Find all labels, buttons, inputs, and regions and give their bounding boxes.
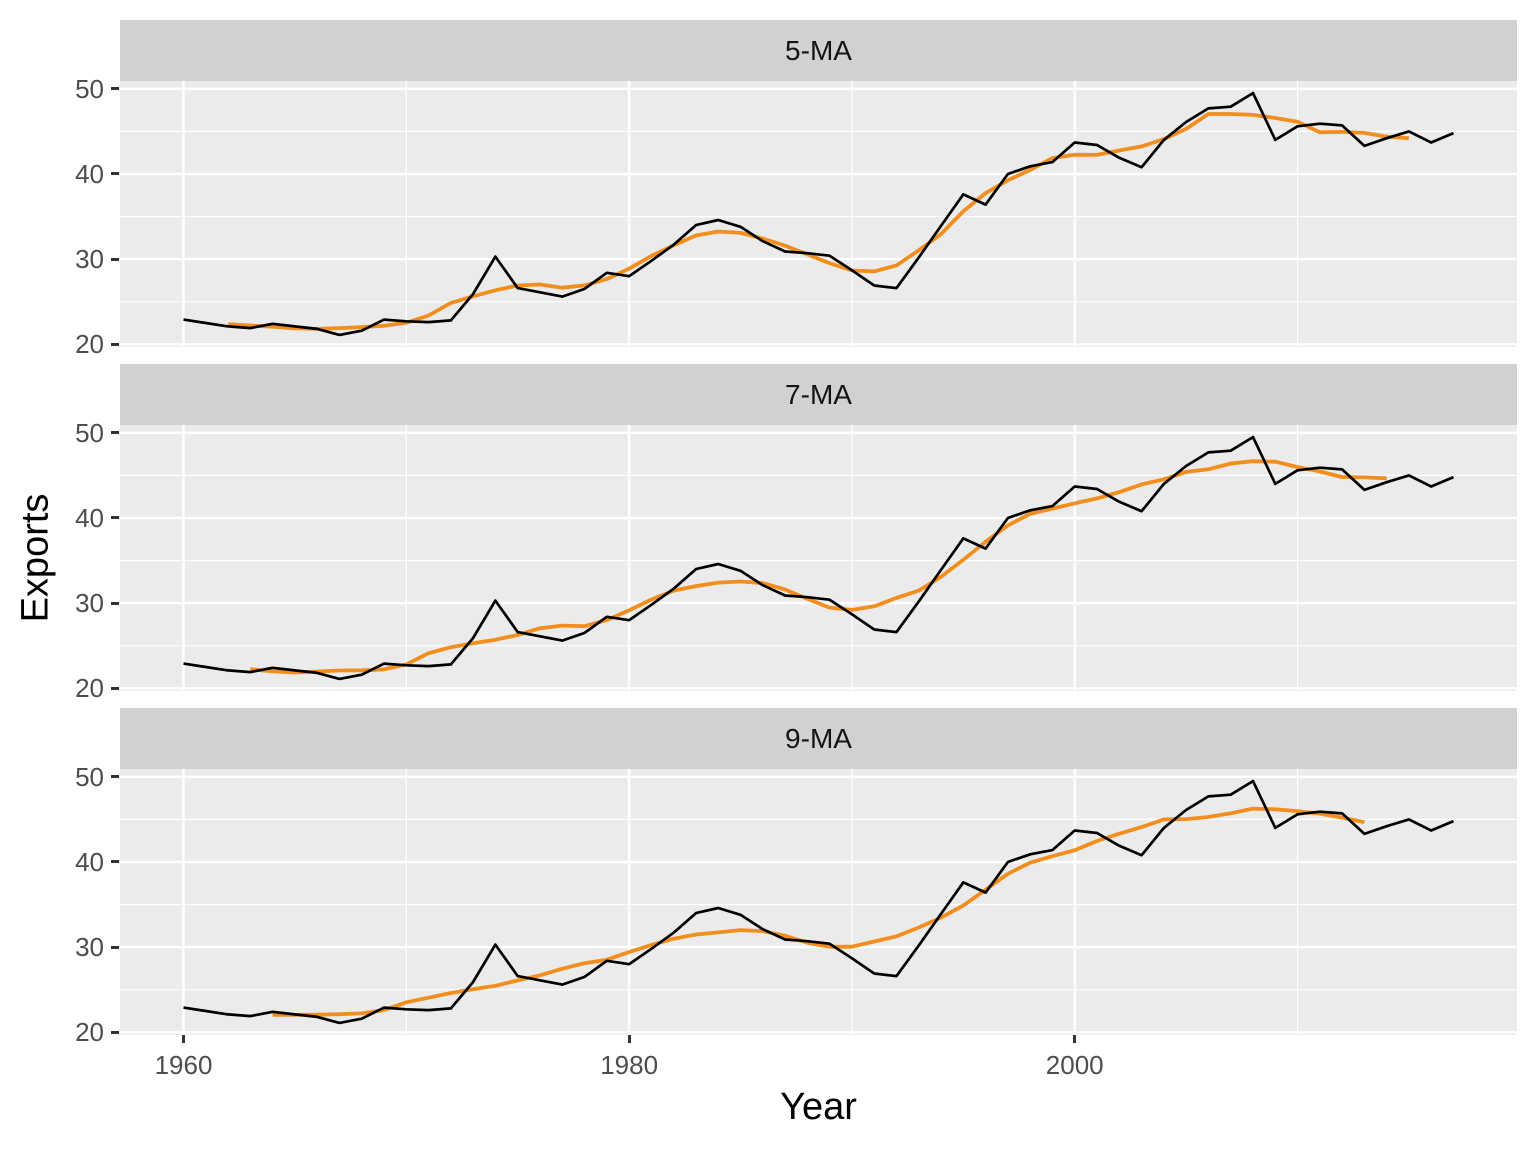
facet-panel-plot-7-MA [120,425,1517,691]
y-tick-label: 20 [75,673,104,704]
x-tick-label: 2000 [1045,1050,1104,1080]
exports-line [183,435,1455,681]
facet-strip-9ma: 9-MA [120,708,1517,769]
x-tick-label: 1960 [154,1050,213,1080]
x-axis-title: Year [780,1086,857,1128]
facet-panel-plot-9-MA [120,769,1517,1035]
y-tick-label: 40 [75,158,104,189]
panel-background [120,425,1517,691]
x-tick-mark [627,1035,631,1043]
y-tick-label: 40 [75,502,104,533]
panel-background [120,81,1517,347]
ma-line-9-MA [272,806,1365,1017]
y-tick-mark [111,1030,119,1034]
facet-strip-label-9ma: 9-MA [785,722,852,754]
y-tick-mark [111,431,119,435]
y-tick-mark [111,686,119,690]
exports-line [183,91,1455,337]
x-tick-mark [182,1035,185,1043]
y-tick-mark [111,257,119,261]
y-tick-mark [111,601,119,605]
y-tick-label: 50 [75,417,104,448]
facet-panel-plot-5-MA [120,81,1517,347]
y-tick-label: 20 [75,329,104,360]
y-tick-mark [111,775,119,779]
y-tick-label: 30 [75,244,104,275]
y-tick-mark [111,342,119,346]
exports-line [183,779,1455,1025]
y-tick-label: 30 [75,932,104,963]
y-tick-label: 30 [75,588,104,619]
y-tick-mark [111,945,119,949]
y-tick-label: 50 [75,73,104,104]
y-tick-mark [111,172,119,176]
facet-strip-label-7ma: 7-MA [785,378,852,410]
panel-background [120,769,1517,1035]
y-tick-label: 50 [75,761,104,792]
y-tick-mark [111,87,119,91]
y-tick-label: 20 [75,1017,104,1048]
facet-strip-5ma: 5-MA [120,20,1517,81]
y-tick-mark [111,516,119,520]
ma-line-5-MA [227,112,1410,331]
y-tick-mark [111,860,119,864]
x-tick-label: 1980 [600,1050,659,1080]
ma-line-7-MA [250,459,1387,675]
x-tick-mark [1073,1035,1077,1043]
facet-strip-label-5ma: 5-MA [785,34,852,66]
facet-strip-7ma: 7-MA [120,364,1517,425]
y-tick-label: 40 [75,846,104,877]
